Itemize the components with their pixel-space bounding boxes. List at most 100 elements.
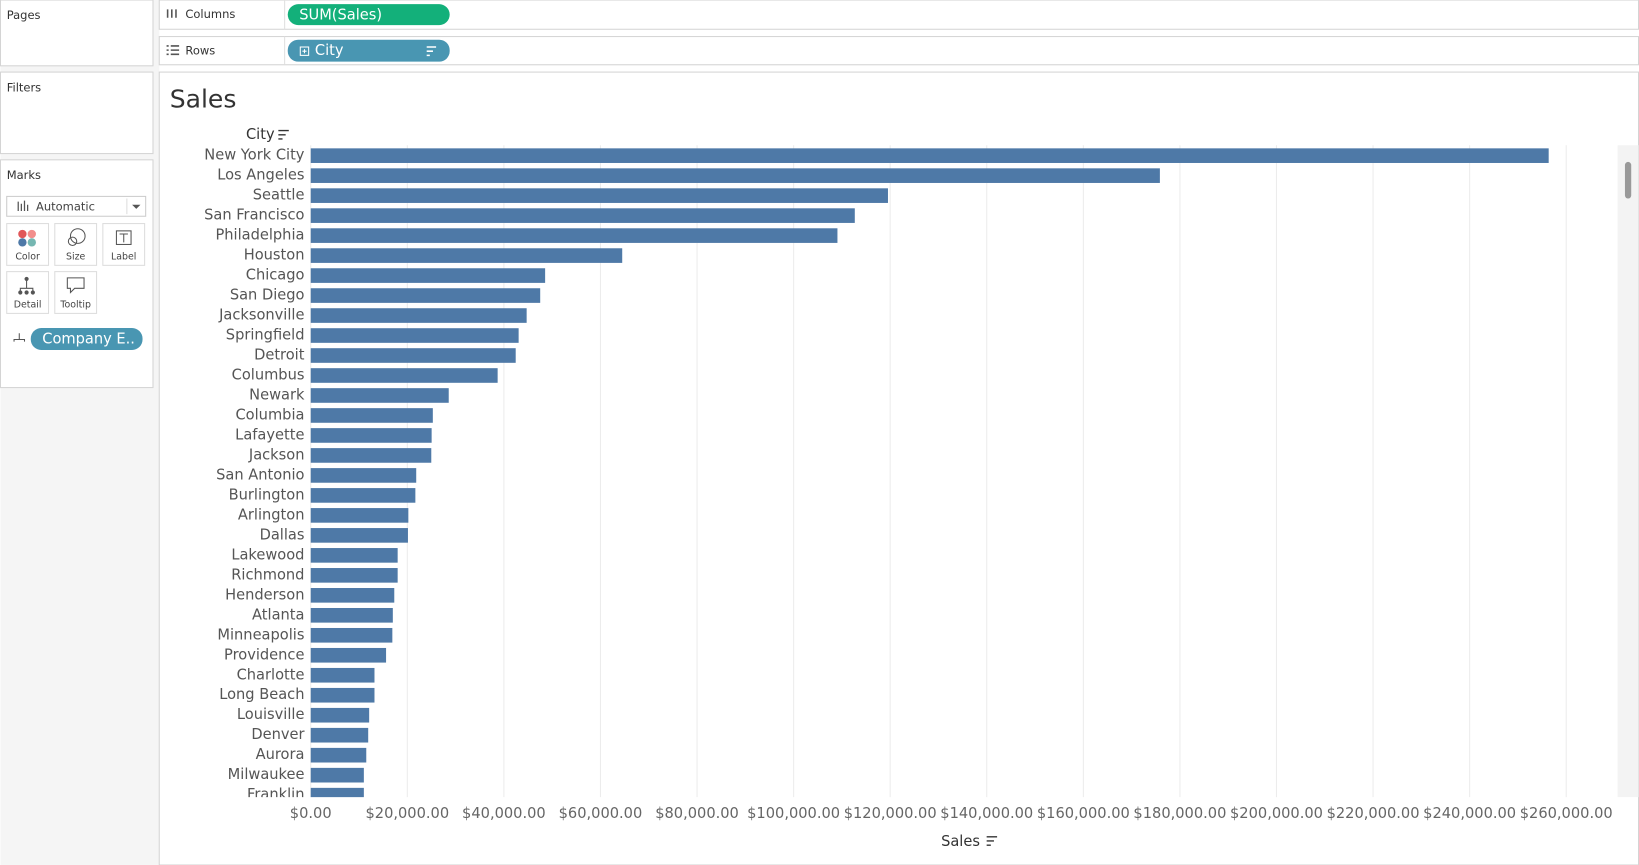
bar bbox=[310, 747, 367, 763]
bar bbox=[310, 667, 375, 683]
button-label: Color bbox=[15, 251, 40, 262]
category-label: Burlington bbox=[229, 486, 305, 503]
category-label: Newark bbox=[249, 386, 305, 403]
bar bbox=[310, 707, 370, 723]
bar bbox=[310, 468, 417, 483]
category-label: San Antonio bbox=[216, 466, 304, 483]
category-label: Detroit bbox=[254, 347, 305, 364]
color-button[interactable]: Color bbox=[6, 223, 50, 266]
detail-pill[interactable]: Company E.. bbox=[30, 328, 143, 350]
x-tick-label: $120,000.00 bbox=[844, 805, 937, 822]
mark-type-label: Automatic bbox=[36, 199, 95, 213]
bar bbox=[310, 528, 408, 543]
bar bbox=[310, 408, 433, 423]
category-label: Atlanta bbox=[252, 606, 304, 623]
x-tick-label: $20,000.00 bbox=[365, 805, 449, 822]
category-label: Jackson bbox=[248, 446, 305, 463]
bar bbox=[310, 787, 364, 798]
category-label: Jacksonville bbox=[218, 307, 304, 324]
category-label: San Francisco bbox=[204, 207, 304, 224]
tooltip-button[interactable]: Tooltip bbox=[54, 271, 98, 314]
category-label: Houston bbox=[244, 247, 305, 264]
bar bbox=[310, 368, 498, 383]
bar bbox=[310, 508, 409, 523]
scrollbar[interactable] bbox=[1617, 145, 1639, 798]
category-label: Charlotte bbox=[237, 666, 305, 683]
bar bbox=[310, 208, 855, 223]
category-label: Richmond bbox=[231, 566, 304, 583]
rows-pill[interactable]: City bbox=[287, 39, 450, 62]
x-tick-label: $180,000.00 bbox=[1133, 805, 1226, 822]
category-label: Columbus bbox=[232, 366, 305, 383]
category-label: Louisville bbox=[237, 706, 305, 723]
detail-icon bbox=[13, 333, 26, 342]
bar bbox=[310, 647, 387, 663]
bar bbox=[310, 288, 541, 303]
bar bbox=[310, 448, 432, 463]
sort-icon[interactable] bbox=[986, 836, 998, 846]
x-tick-label: $200,000.00 bbox=[1230, 805, 1323, 822]
bar bbox=[310, 148, 1549, 163]
mark-type-dropdown[interactable]: Automatic bbox=[6, 195, 147, 217]
x-tick-label: $140,000.00 bbox=[940, 805, 1033, 822]
marks-title: Marks bbox=[7, 168, 41, 182]
category-label: Milwaukee bbox=[228, 766, 305, 783]
category-label: Providence bbox=[224, 646, 304, 663]
bar bbox=[310, 168, 1160, 183]
category-label: Seattle bbox=[253, 187, 305, 204]
x-tick-label: $160,000.00 bbox=[1037, 805, 1130, 822]
x-tick-label: $260,000.00 bbox=[1520, 805, 1613, 822]
x-axis-title: Sales bbox=[941, 833, 980, 850]
category-label: Aurora bbox=[256, 746, 305, 763]
bar bbox=[310, 627, 393, 643]
button-label: Detail bbox=[14, 300, 42, 311]
category-label: Franklin bbox=[247, 786, 304, 803]
rows-pill-label: City bbox=[315, 42, 344, 59]
category-axis-title: City bbox=[246, 126, 275, 143]
category-label: Chicago bbox=[246, 267, 305, 284]
category-label: Henderson bbox=[225, 586, 304, 603]
columns-icon bbox=[166, 9, 177, 18]
category-label: Philadelphia bbox=[215, 227, 304, 244]
category-label: Denver bbox=[251, 726, 304, 743]
pages-title: Pages bbox=[7, 8, 41, 22]
bar bbox=[310, 228, 838, 243]
bar bbox=[310, 328, 519, 343]
x-tick-label: $40,000.00 bbox=[462, 805, 546, 822]
category-label: Columbia bbox=[235, 406, 304, 423]
rows-icon bbox=[166, 45, 180, 56]
bar bbox=[310, 428, 432, 443]
button-label: Tooltip bbox=[59, 300, 91, 311]
scroll-thumb[interactable] bbox=[1624, 161, 1632, 199]
x-tick-label: $80,000.00 bbox=[655, 805, 739, 822]
bar bbox=[310, 488, 416, 503]
bar bbox=[310, 248, 623, 263]
columns-pill-label: SUM(Sales) bbox=[299, 7, 382, 24]
bar bbox=[310, 548, 398, 563]
pages-panel bbox=[0, 0, 154, 67]
bar bbox=[310, 588, 395, 603]
category-label: New York City bbox=[204, 147, 305, 164]
columns-pill[interactable]: SUM(Sales) bbox=[287, 4, 450, 26]
bar bbox=[310, 348, 516, 363]
x-tick-label: $0.00 bbox=[290, 805, 332, 822]
category-label: Los Angeles bbox=[217, 167, 304, 184]
x-tick-label: $240,000.00 bbox=[1423, 805, 1516, 822]
button-label: Label bbox=[111, 251, 136, 262]
category-label: Minneapolis bbox=[217, 626, 304, 643]
label-button[interactable]: Label bbox=[102, 223, 146, 266]
bar bbox=[310, 568, 398, 583]
plot: New York City Los Angeles Seattle San Franc… bbox=[204, 147, 1549, 803]
category-label: Springfield bbox=[226, 327, 305, 344]
category-label: San Diego bbox=[230, 287, 305, 304]
size-button[interactable]: Size bbox=[54, 223, 98, 266]
category-label: Long Beach bbox=[219, 686, 304, 703]
bar bbox=[310, 388, 449, 403]
filters-title: Filters bbox=[7, 80, 41, 94]
bar bbox=[310, 767, 364, 783]
bar bbox=[310, 308, 527, 323]
sort-icon[interactable] bbox=[278, 129, 289, 140]
columns-label: Columns bbox=[185, 7, 235, 21]
detail-button[interactable]: Detail bbox=[6, 271, 50, 314]
